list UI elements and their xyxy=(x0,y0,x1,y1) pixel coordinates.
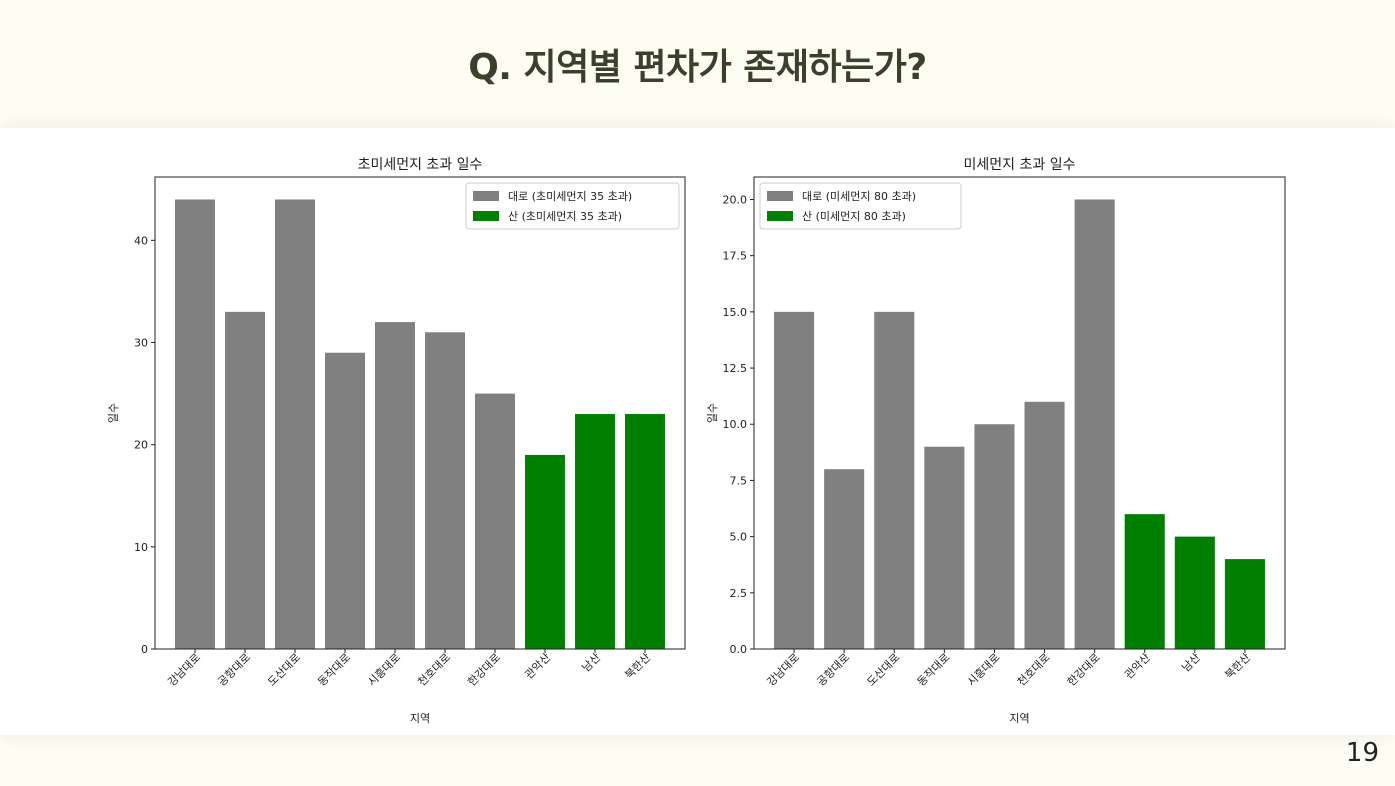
y-tick-label: 10.0 xyxy=(723,418,748,431)
x-tick-label: 관악산 xyxy=(522,651,553,682)
legend-swatch xyxy=(473,211,499,221)
x-tick-label: 천호대로 xyxy=(1014,650,1053,689)
y-tick-label: 30 xyxy=(134,337,148,350)
x-tick-label: 한강대로 xyxy=(465,651,503,689)
bar-4 xyxy=(924,446,965,649)
chart-title: 초미세먼지 초과 일수 xyxy=(358,157,483,173)
charts-svg: 초미세먼지 초과 일수 0 10 20 30 40 강남대로 공항대로 도산대로 동작대로 시흥대로… xyxy=(106,157,1286,725)
y-tick-label: 15.0 xyxy=(723,306,748,319)
y-tick-label: 5.0 xyxy=(730,531,748,544)
x-tick-label: 동작대로 xyxy=(315,651,353,689)
legend: 대로 (초미세먼지 35 초과) 산 (초미세먼지 35 초과) xyxy=(465,182,680,230)
x-tick-label: 남산 xyxy=(580,651,604,675)
x-tick-label: 공항대로 xyxy=(814,651,852,689)
x-tick-label: 한강대로 xyxy=(1065,651,1103,689)
legend-label: 대로 (미세먼지 80 초과) xyxy=(802,190,916,203)
legend-label: 산 (미세먼지 80 초과) xyxy=(802,210,906,223)
y-tick-label: 20 xyxy=(134,439,148,452)
plot-frame xyxy=(154,176,686,650)
x-tick-label: 강남대로 xyxy=(764,651,802,689)
bar-1 xyxy=(175,199,215,649)
bar-9 xyxy=(575,414,615,649)
bar-9 xyxy=(1174,536,1215,649)
y-axis-label: 일수 xyxy=(106,403,120,423)
y-tick-label: 10 xyxy=(134,541,148,554)
x-tick-label: 도산대로 xyxy=(265,651,303,689)
y-tick-label: 7.5 xyxy=(730,474,748,487)
y-tick-label: 2.5 xyxy=(730,587,748,600)
bar-6 xyxy=(425,332,465,649)
legend-swatch xyxy=(767,211,793,221)
bar-3 xyxy=(874,311,915,649)
bar-7 xyxy=(1074,199,1115,649)
x-tick-label: 시흥대로 xyxy=(365,650,404,689)
bar-7 xyxy=(475,393,515,649)
y-tick-label: 20.0 xyxy=(723,193,748,206)
bar-2 xyxy=(824,469,865,649)
legend-label: 대로 (초미세먼지 35 초과) xyxy=(508,190,632,203)
bar-1 xyxy=(774,311,815,649)
bar-10 xyxy=(625,414,665,649)
legend-label: 산 (초미세먼지 35 초과) xyxy=(508,210,622,223)
chart-panel: 초미세먼지 초과 일수 0 10 20 30 40 강남대로 공항대로 도산대로 동작대로 시흥대로… xyxy=(0,128,1395,735)
bar-3 xyxy=(275,199,315,649)
y-axis-label: 일수 xyxy=(705,403,719,423)
plot-frame xyxy=(753,176,1286,650)
x-tick-label: 동작대로 xyxy=(915,651,953,689)
x-tick-label: 관악산 xyxy=(1122,651,1153,682)
slide-title: Q. 지역별 편차가 존재하는가? xyxy=(468,47,927,88)
chart-1: 초미세먼지 초과 일수 0 10 20 30 40 강남대로 공항대로 도산대로 동작대로 시흥대로… xyxy=(106,157,686,725)
x-tick-label: 천호대로 xyxy=(415,650,454,689)
bar-2 xyxy=(225,311,265,649)
x-tick-label: 남산 xyxy=(1179,651,1203,675)
x-axis-label: 지역 xyxy=(410,712,430,725)
bar-5 xyxy=(375,322,415,649)
bar-4 xyxy=(325,352,365,649)
bar-8 xyxy=(1124,514,1165,649)
y-tick-label: 0 xyxy=(141,643,148,656)
y-tick-label: 17.5 xyxy=(723,250,748,263)
y-tick-label: 12.5 xyxy=(723,362,748,375)
x-tick-label: 공항대로 xyxy=(215,651,253,689)
legend: 대로 (미세먼지 80 초과) 산 (미세먼지 80 초과) xyxy=(759,182,962,230)
legend-swatch xyxy=(473,191,499,201)
legend-box xyxy=(759,182,962,230)
chart-2: 미세먼지 초과 일수 0.0 2.5 5.0 7.5 10.0 12.5 15.0 17.5 20… xyxy=(705,157,1286,725)
bar-5 xyxy=(974,424,1015,649)
chart-title: 미세먼지 초과 일수 xyxy=(964,157,1076,173)
legend-swatch xyxy=(767,191,793,201)
x-tick-label: 도산대로 xyxy=(865,651,903,689)
x-axis-label: 지역 xyxy=(1009,712,1029,725)
y-tick-label: 0.0 xyxy=(730,643,748,656)
x-tick-label: 시흥대로 xyxy=(964,650,1003,689)
x-tick-label: 강남대로 xyxy=(165,651,203,689)
bar-6 xyxy=(1024,401,1065,649)
page-number: 19 xyxy=(1345,738,1379,768)
x-tick-label: 북한산 xyxy=(1222,651,1253,682)
legend-box xyxy=(465,182,680,230)
x-tick-label: 북한산 xyxy=(622,651,653,682)
bar-10 xyxy=(1224,559,1265,649)
y-tick-label: 40 xyxy=(134,234,148,247)
bar-8 xyxy=(525,454,565,649)
